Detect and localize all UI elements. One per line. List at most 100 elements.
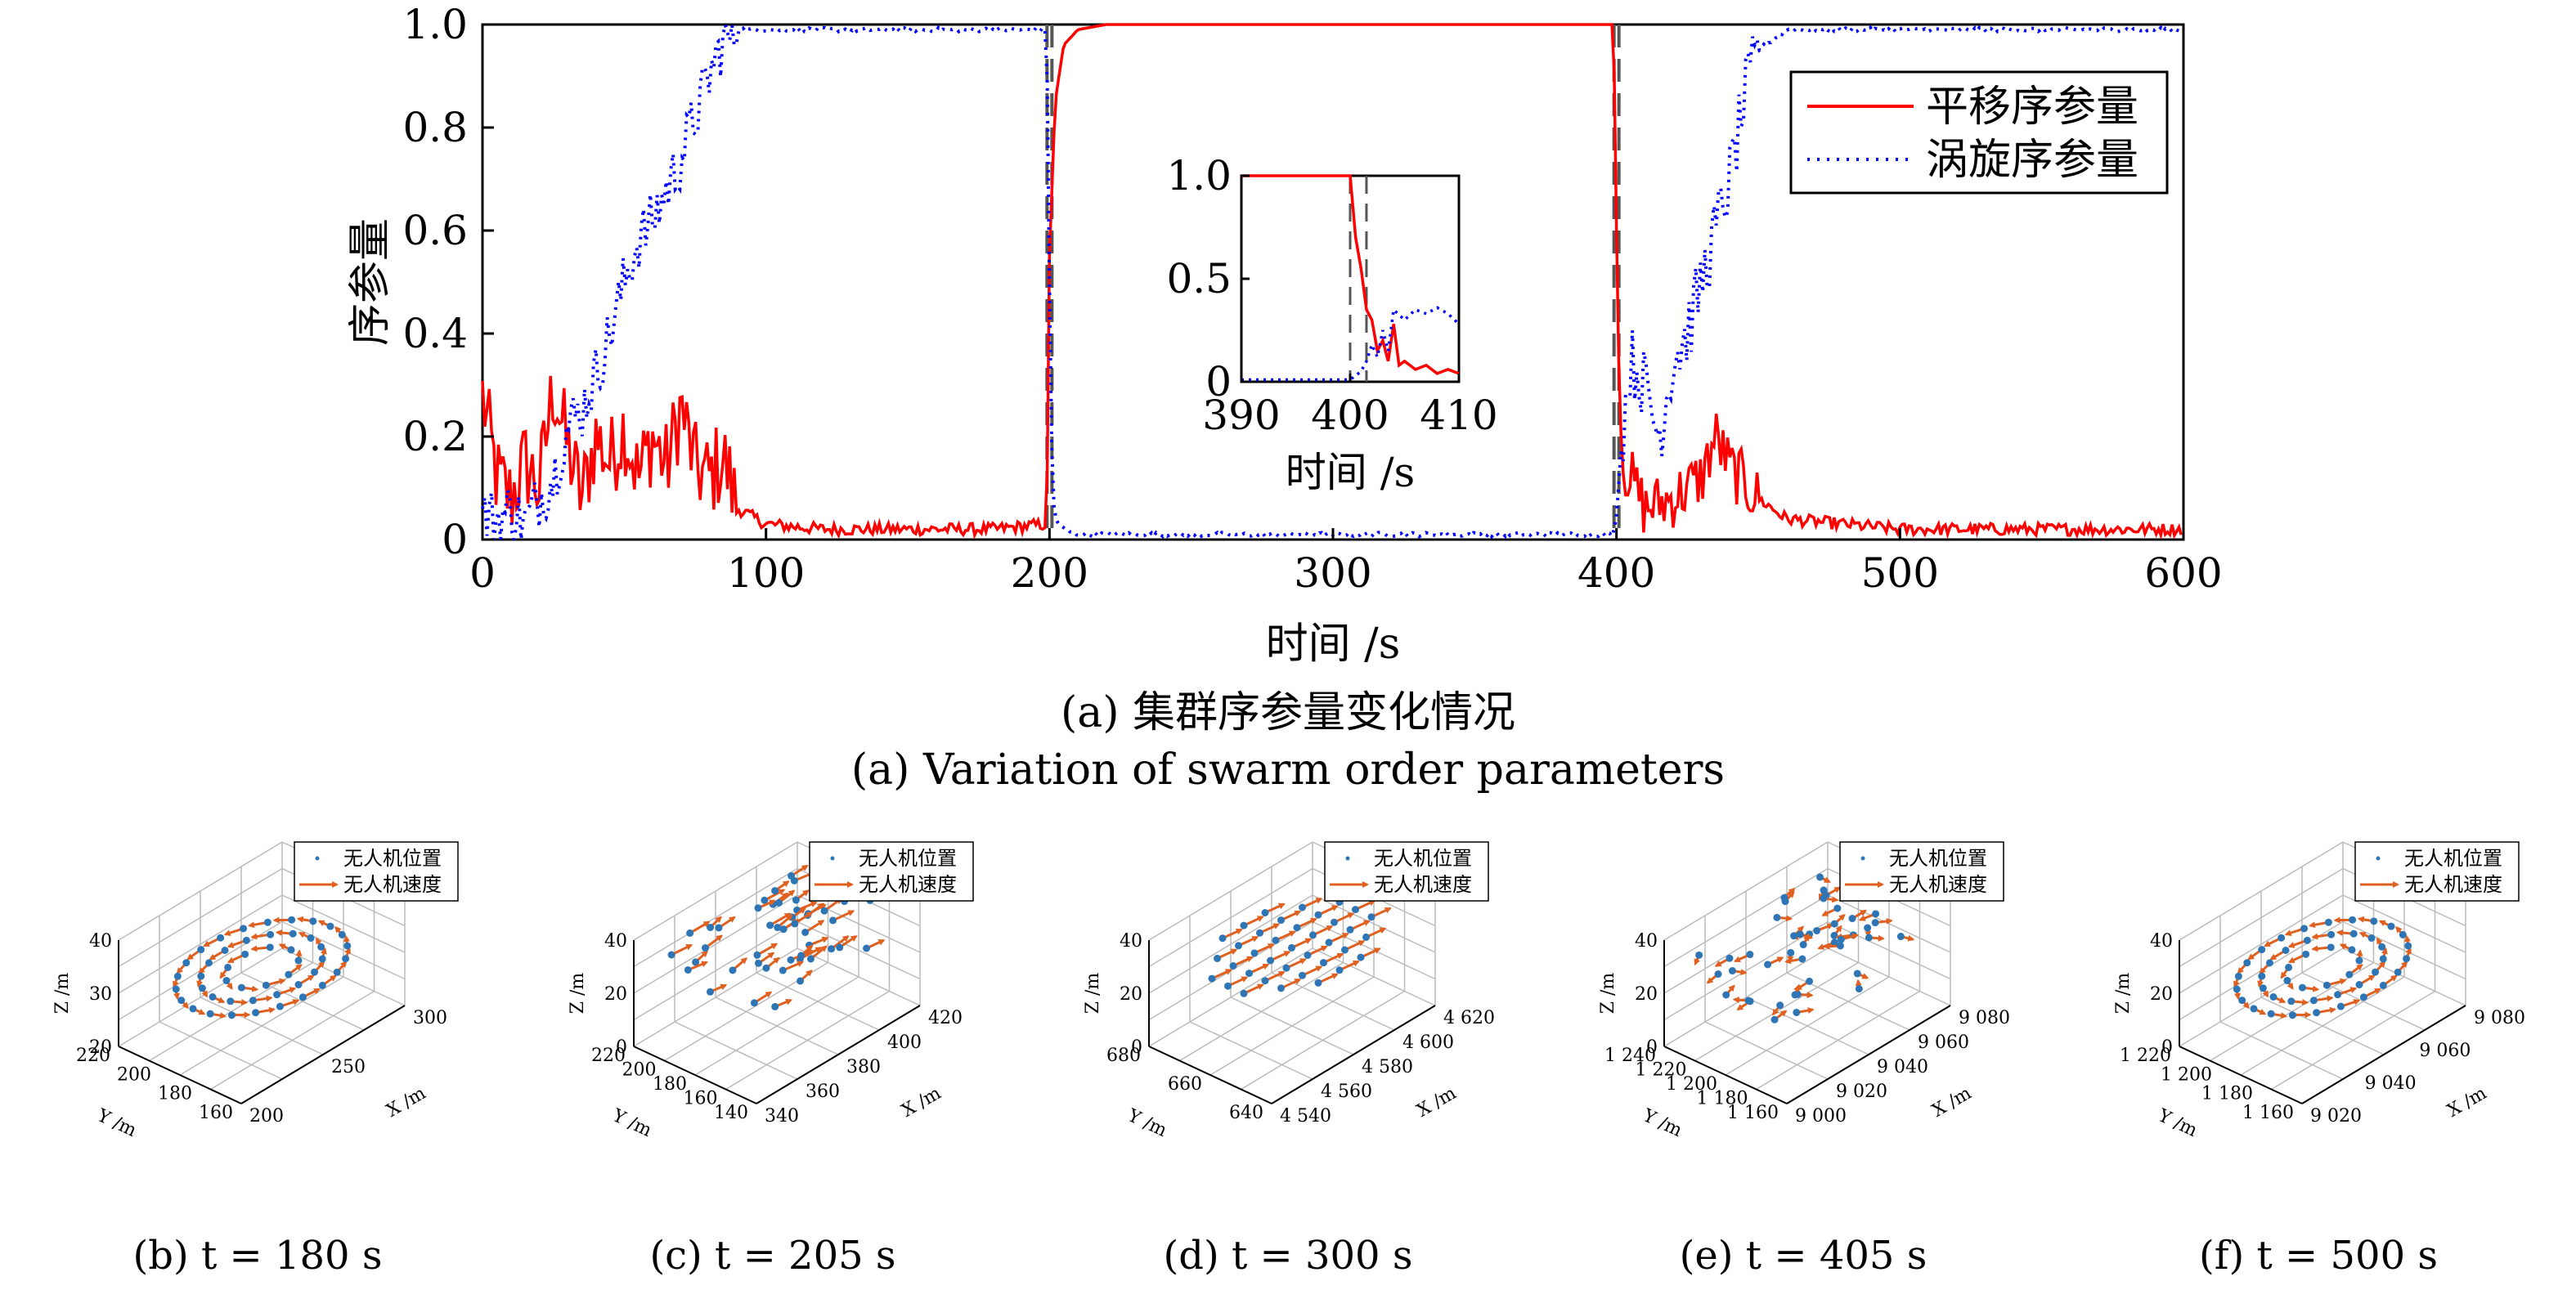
x-tick-label: 0: [469, 549, 496, 597]
subplot-z-tick-label: 20: [2150, 984, 2173, 1005]
subplot-legend-position-marker: [1345, 856, 1350, 861]
subplot-x-tick-label: 9 020: [2310, 1106, 2362, 1127]
subplot-legend-position-marker: [2376, 856, 2381, 861]
drone-position-point: [1855, 985, 1863, 993]
drone-position-point: [2258, 972, 2266, 980]
subplot-y-tick-label: 1 200: [1666, 1074, 1717, 1095]
subplot-legend-velocity-label: 无人机速度: [1374, 873, 1472, 896]
drone-velocity-arrow: [756, 943, 779, 956]
drone-position-point: [692, 958, 700, 966]
drone-position-point: [791, 920, 799, 928]
subplot-z-tick-label: 0: [2161, 1037, 2173, 1058]
drone-position-point: [1896, 933, 1905, 941]
drone-position-point: [779, 966, 787, 974]
drone-position-point: [252, 1009, 260, 1017]
subplot-grid-line: [1312, 894, 1436, 953]
subplot-x-tick-label: 9 080: [2474, 1008, 2525, 1028]
drone-position-point: [1352, 906, 1359, 914]
drone-position-point: [2367, 934, 2376, 942]
subplot-y-axis: [1148, 1046, 1272, 1104]
drone-position-point: [2403, 955, 2411, 963]
drone-position-point: [1314, 979, 1322, 987]
drone-position-point: [771, 1002, 779, 1010]
drone-position-point: [1346, 925, 1354, 934]
drone-position-point: [237, 983, 245, 992]
drone-position-point: [1214, 954, 1221, 962]
drone-position-point: [1208, 974, 1216, 983]
subplot-grid-line: [2301, 972, 2426, 1031]
subplot-legend-box: [2354, 841, 2520, 902]
subplot-legend-position-label: 无人机位置: [2404, 847, 2502, 870]
drone-position-point: [1245, 970, 1253, 978]
drone-position-point: [766, 921, 774, 929]
drone-position-point: [198, 984, 206, 992]
subplot-legend-box: [1324, 841, 1489, 902]
subplot-grid-line: [1271, 972, 1395, 1031]
drone-position-point: [1277, 984, 1285, 992]
drone-position-point: [2349, 916, 2357, 924]
drone-position-point: [309, 917, 317, 925]
drone-position-point: [729, 966, 737, 974]
subplot-caption: (b) t = 180 s: [132, 1233, 383, 1279]
drone-position-point: [2378, 943, 2386, 951]
subplot-caption: (d) t = 300 s: [1163, 1233, 1413, 1279]
subplot-legend-velocity-label: 无人机速度: [2404, 873, 2502, 896]
drone-position-point: [1837, 935, 1845, 943]
subplot-x-tick-label: 9 040: [2365, 1073, 2417, 1094]
drone-position-point: [1240, 921, 1248, 929]
drone-position-point: [1726, 954, 1734, 962]
drone-position-point: [1764, 961, 1772, 969]
subplot-legend-position-label: 无人机位置: [343, 847, 442, 870]
drone-position-point: [206, 1010, 214, 1018]
drone-position-point: [1853, 970, 1861, 978]
subplot-x-axis: [2301, 1005, 2466, 1104]
inset-x-tick-label: 390: [1202, 392, 1280, 439]
drone-position-point: [2250, 1005, 2258, 1013]
drone-position-point: [1288, 943, 1295, 952]
drone-position-point: [753, 951, 761, 959]
subplot-y-tick-label: 180: [653, 1074, 687, 1095]
drone-position-point: [1304, 952, 1312, 959]
drone-position-point: [1229, 962, 1237, 970]
drone-position-point: [287, 946, 295, 954]
subplot-y-label: Y /m: [93, 1105, 140, 1141]
subplot-y-tick-label: 200: [117, 1064, 151, 1085]
drone-position-point: [285, 970, 293, 979]
drone-position-point: [318, 955, 326, 963]
legend-box: [1789, 70, 2169, 195]
subplot-x-label: X /m: [1928, 1083, 1975, 1122]
subplot-grid-line: [118, 867, 283, 968]
drone-position-point: [797, 977, 805, 985]
drone-position-point: [2267, 1010, 2275, 1018]
subplot-y-tick-label: 660: [1168, 1074, 1202, 1095]
drone-position-point: [1820, 894, 1828, 903]
subplot-grid-line: [1209, 976, 1375, 1076]
drone-position-point: [227, 1011, 236, 1019]
drone-position-point: [2355, 981, 2363, 988]
subplot-y-axis: [2179, 1046, 2303, 1104]
subplot-z-tick-label: 40: [1120, 931, 1142, 952]
drone-velocity-arrow: [832, 910, 855, 922]
subplot-z-tick-label: 0: [1646, 1037, 1658, 1058]
subplot-grid-line: [1148, 867, 1313, 968]
subplot-x-tick-label: 360: [806, 1082, 840, 1102]
subplot-legend-position-marker: [830, 856, 835, 861]
drone-position-point: [1830, 931, 1838, 939]
drone-position-point: [326, 922, 334, 930]
subplot-grid-line: [1786, 972, 1910, 1031]
drone-position-point: [706, 988, 714, 996]
subplot-grid-line: [118, 894, 283, 994]
drone-position-point: [294, 956, 303, 965]
drone-position-point: [2327, 943, 2335, 952]
subplot-x-tick-label: 340: [765, 1106, 799, 1127]
drone-position-point: [1240, 989, 1248, 997]
drone-position-point: [2287, 997, 2296, 1006]
drone-position-point: [2233, 985, 2241, 993]
inset-y-tick-label: 1.0: [1166, 152, 1232, 199]
drone-position-point: [2258, 946, 2266, 954]
subplot-z-tick-label: 20: [1120, 984, 1142, 1005]
subplot-legend-velocity-label: 无人机速度: [859, 873, 957, 896]
x-tick-label: 100: [727, 549, 805, 597]
drone-position-point: [221, 947, 229, 954]
